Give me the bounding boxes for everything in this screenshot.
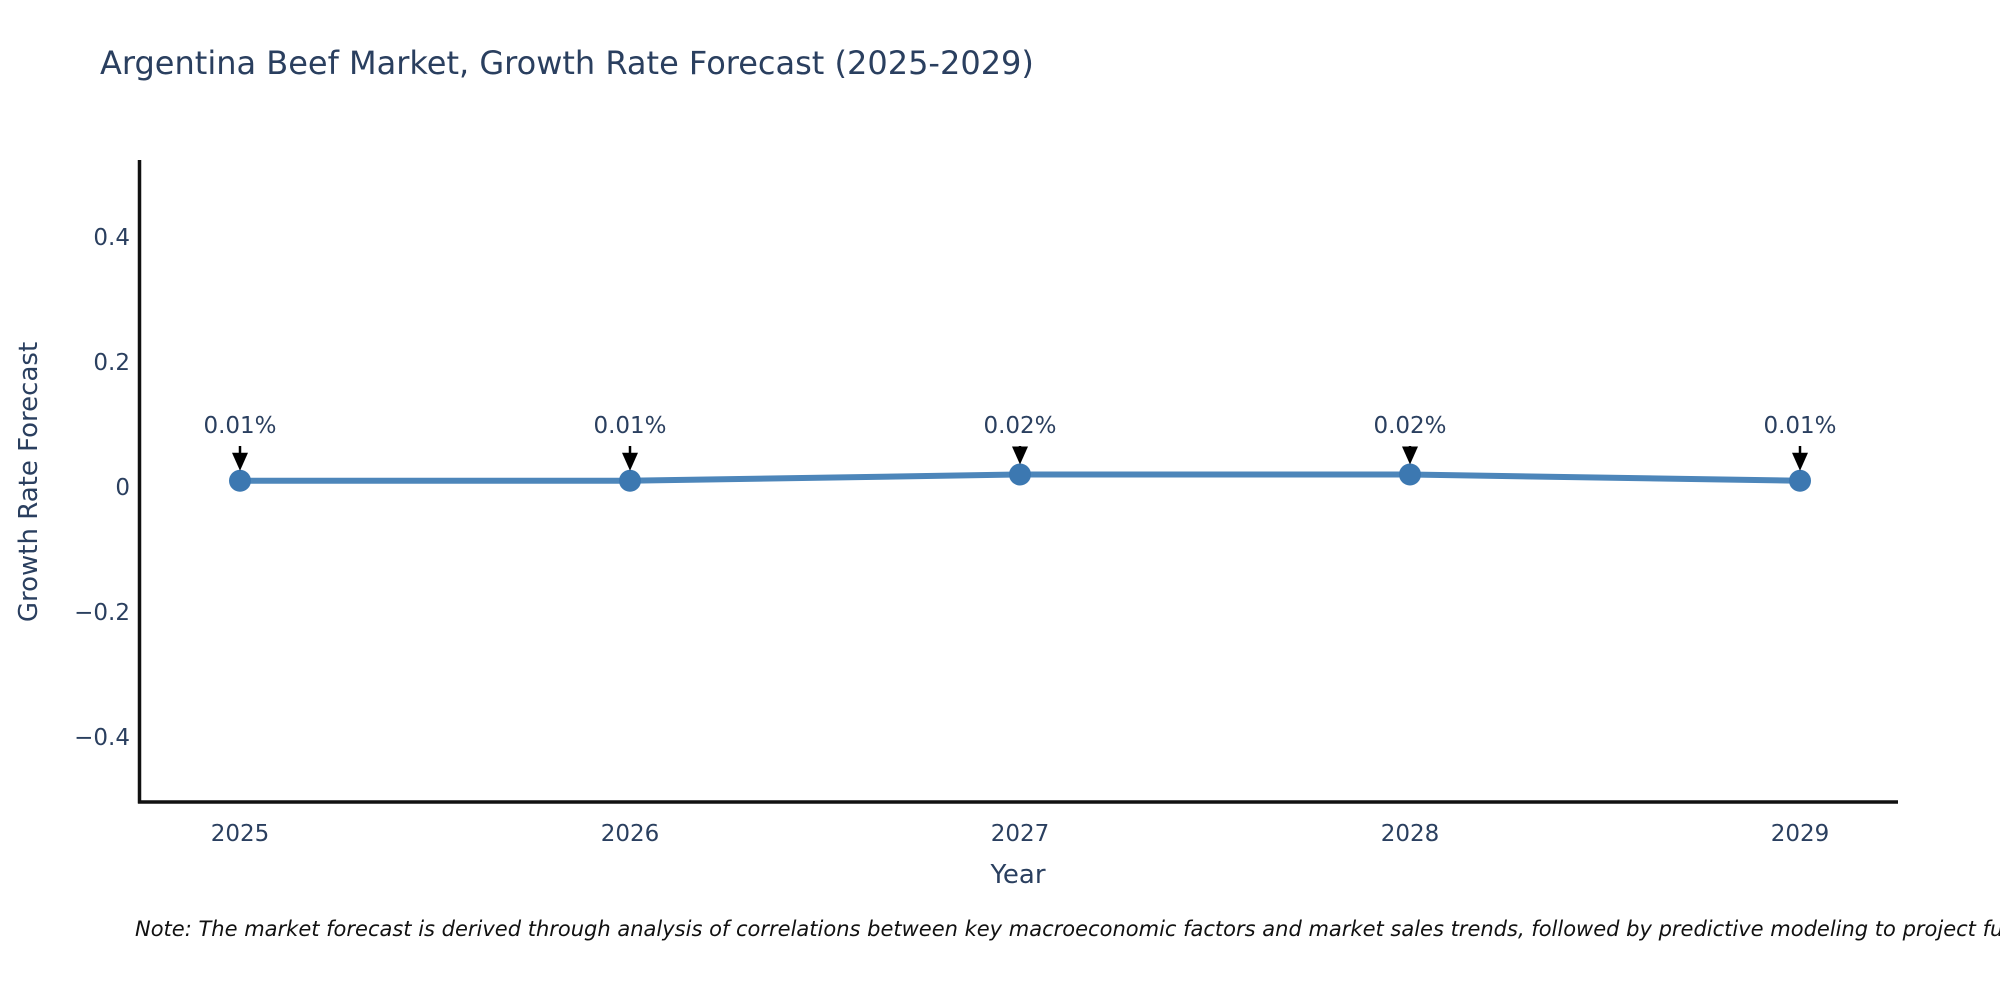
y-tick-label: −0.4 xyxy=(74,725,130,751)
x-tick-label: 2028 xyxy=(1381,821,1440,847)
data-point xyxy=(1789,469,1811,492)
x-axis-title: Year xyxy=(990,860,1046,890)
annotation-label: 0.02% xyxy=(983,413,1056,439)
y-tick-label: 0.2 xyxy=(93,350,130,376)
y-tick-label: 0.4 xyxy=(93,225,130,251)
annotation-label: 0.02% xyxy=(1373,413,1446,439)
x-tick-label: 2026 xyxy=(601,821,660,847)
annotation-arrowhead xyxy=(1012,446,1028,465)
data-point xyxy=(619,469,641,492)
x-tick-label: 2027 xyxy=(991,821,1050,847)
annotation-label: 0.01% xyxy=(1763,413,1836,439)
y-tick-label: −0.2 xyxy=(74,600,130,626)
footnote: Note: The market forecast is derived thr… xyxy=(135,917,2000,941)
x-tick-label: 2029 xyxy=(1771,821,1830,847)
annotation-label: 0.01% xyxy=(593,413,666,439)
annotation-arrowhead xyxy=(622,452,638,471)
data-point xyxy=(1009,463,1031,486)
chart-title: Argentina Beef Market, Growth Rate Forec… xyxy=(100,44,1034,82)
annotation-arrowhead xyxy=(1402,446,1418,465)
data-point xyxy=(1399,463,1421,486)
annotation-label: 0.01% xyxy=(203,413,276,439)
annotation-arrowhead xyxy=(1792,452,1808,471)
y-tick-label: 0 xyxy=(115,475,130,501)
data-point xyxy=(229,469,251,492)
annotation-arrowhead xyxy=(232,452,248,471)
x-tick-label: 2025 xyxy=(211,821,270,847)
